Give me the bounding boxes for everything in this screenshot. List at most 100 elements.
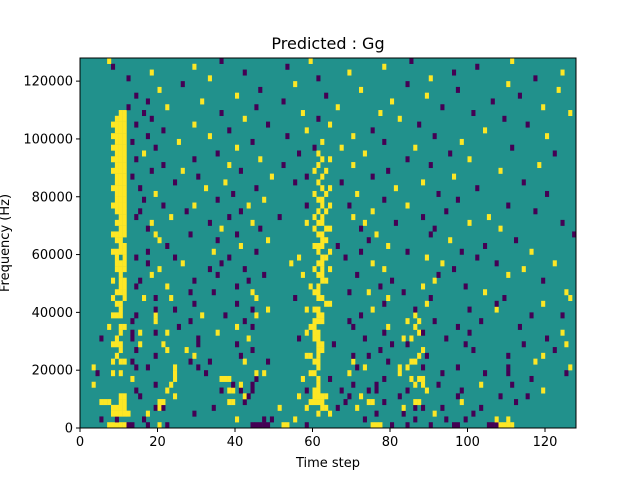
heatmap-cell: [99, 399, 104, 406]
heatmap-cell: [498, 393, 503, 400]
heatmap-cell: [455, 422, 460, 429]
heatmap-cell: [188, 358, 193, 365]
heatmap-cell: [215, 237, 220, 244]
heatmap-cell: [556, 86, 561, 93]
heatmap-cell: [320, 237, 325, 244]
heatmap-cell: [138, 393, 143, 400]
heatmap-cell: [207, 75, 212, 82]
heatmap-cell: [114, 219, 119, 226]
heatmap-cell: [335, 104, 340, 111]
heatmap-cell: [215, 271, 220, 278]
heatmap-cell: [134, 347, 139, 354]
heatmap-cell: [545, 335, 550, 342]
heatmap-cell: [320, 277, 325, 284]
heatmap-cell: [153, 329, 158, 336]
heatmap-cell: [118, 347, 123, 354]
heatmap-cell: [153, 312, 158, 319]
heatmap-cell: [211, 289, 216, 296]
heatmap-cell: [378, 422, 383, 429]
heatmap-cell: [560, 69, 565, 76]
heatmap-cell: [122, 260, 127, 267]
heatmap-cell: [118, 312, 123, 319]
heatmap-cell: [428, 75, 433, 82]
heatmap-cell: [227, 214, 232, 221]
heatmap-cell: [122, 167, 127, 174]
heatmap-cell: [521, 179, 526, 186]
heatmap-cell: [173, 370, 178, 377]
heatmap-cell: [235, 231, 240, 238]
heatmap-cell: [502, 295, 507, 302]
heatmap-cell: [118, 243, 123, 249]
heatmap-cell: [227, 387, 232, 394]
heatmap-cell: [304, 306, 309, 313]
heatmap-cell: [118, 173, 123, 180]
heatmap-cell: [138, 341, 143, 348]
heatmap-cell: [459, 387, 464, 394]
heatmap-cell: [390, 341, 395, 348]
heatmap-cell: [413, 306, 418, 313]
heatmap-cell: [118, 127, 123, 134]
heatmap-cell: [145, 248, 150, 255]
heatmap-cell: [541, 277, 546, 284]
heatmap-cell: [153, 295, 158, 302]
heatmap-cell: [122, 185, 127, 192]
heatmap-cell: [238, 208, 243, 215]
heatmap-cell: [219, 387, 224, 394]
heatmap-cell: [293, 416, 298, 423]
heatmap-cell: [122, 150, 127, 157]
heatmap-cell: [266, 306, 271, 313]
heatmap-cell: [351, 162, 356, 169]
heatmap-cell: [111, 404, 116, 411]
heatmap-cell: [390, 98, 395, 105]
chart-title: Predicted : Gg: [271, 34, 384, 53]
heatmap-cell: [320, 404, 325, 411]
heatmap-cell: [312, 318, 317, 325]
heatmap-cell: [405, 81, 410, 88]
heatmap-cell: [211, 248, 216, 255]
heatmap-cell: [300, 110, 305, 117]
heatmap-cell: [118, 399, 123, 406]
heatmap-cell: [242, 69, 247, 76]
heatmap-cell: [157, 266, 162, 273]
heatmap-cell: [111, 156, 116, 163]
heatmap-cell: [417, 121, 422, 128]
heatmap-cell: [250, 387, 255, 394]
heatmap-cell: [188, 231, 193, 238]
heatmap-cell: [405, 341, 410, 348]
heatmap-cell: [242, 393, 247, 400]
heatmap-cell: [114, 237, 119, 244]
heatmap-cell: [347, 202, 352, 209]
heatmap-cell: [153, 318, 158, 325]
heatmap-cell: [304, 404, 309, 411]
heatmap-cell: [122, 358, 127, 365]
heatmap-cell: [114, 341, 119, 348]
heatmap-cell: [366, 289, 371, 296]
heatmap-cell: [145, 98, 150, 105]
heatmap-cell: [149, 271, 154, 278]
x-tick-label: 120: [533, 435, 558, 450]
x-tick-label: 60: [304, 435, 321, 450]
heatmap-cell: [324, 254, 329, 261]
heatmap-cell: [490, 422, 495, 429]
heatmap-cell: [328, 156, 333, 163]
heatmap-cell: [114, 127, 119, 134]
heatmap-cell: [459, 248, 464, 255]
heatmap-cell: [142, 295, 147, 302]
heatmap-cell: [552, 347, 557, 354]
heatmap-cell: [262, 271, 267, 278]
heatmap-cell: [211, 404, 216, 411]
heatmap-cell: [111, 370, 116, 377]
heatmap-cell: [118, 266, 123, 273]
heatmap-cell: [130, 422, 135, 429]
heatmap-cell: [188, 318, 193, 325]
heatmap-cell: [250, 347, 255, 354]
heatmap-cell: [479, 318, 484, 325]
heatmap-cell: [510, 381, 515, 388]
heatmap-cell: [440, 104, 445, 111]
heatmap-cell: [169, 381, 174, 388]
heatmap-cell: [258, 422, 263, 429]
heatmap-cell: [316, 243, 321, 249]
heatmap-cell: [537, 162, 542, 169]
heatmap-cell: [269, 173, 274, 180]
